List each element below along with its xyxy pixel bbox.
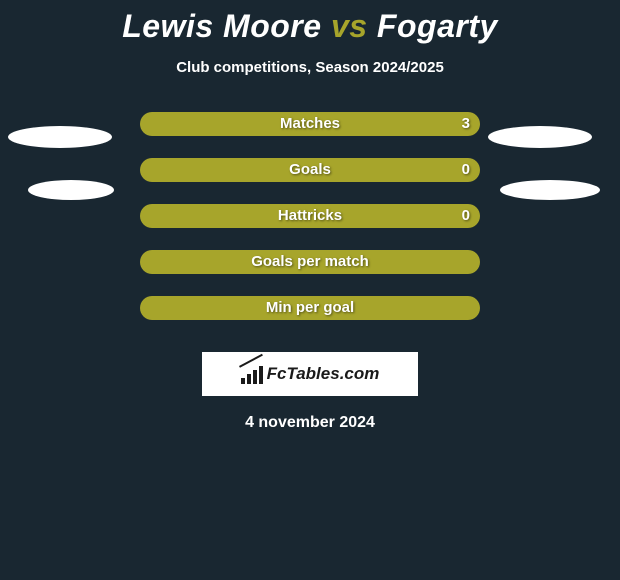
stat-value: 0: [462, 158, 470, 182]
stat-row: Min per goal: [0, 296, 620, 342]
stat-label: Matches: [140, 112, 480, 136]
stat-row: Hattricks0: [0, 204, 620, 250]
stat-label: Hattricks: [140, 204, 480, 228]
comparison-title: Lewis Moore vs Fogarty: [0, 0, 620, 45]
stat-label: Goals per match: [140, 250, 480, 274]
logo-text: FcTables.com: [267, 364, 380, 384]
stat-row: Goals per match: [0, 250, 620, 296]
stat-value: 0: [462, 204, 470, 228]
logo-box: FcTables.com: [202, 352, 418, 396]
stat-label: Goals: [140, 158, 480, 182]
stat-row: Goals0: [0, 158, 620, 204]
subtitle: Club competitions, Season 2024/2025: [0, 59, 620, 76]
stat-row: Matches3: [0, 112, 620, 158]
stat-label: Min per goal: [140, 296, 480, 320]
logo-chart-icon: [241, 364, 263, 384]
stat-rows: Matches3Goals0Hattricks0Goals per matchM…: [0, 112, 620, 342]
player2-name: Fogarty: [377, 8, 498, 44]
date-label: 4 november 2024: [0, 414, 620, 432]
stat-value: 3: [462, 112, 470, 136]
player1-name: Lewis Moore: [122, 8, 321, 44]
logo: FcTables.com: [241, 364, 380, 384]
vs-label: vs: [331, 8, 368, 44]
